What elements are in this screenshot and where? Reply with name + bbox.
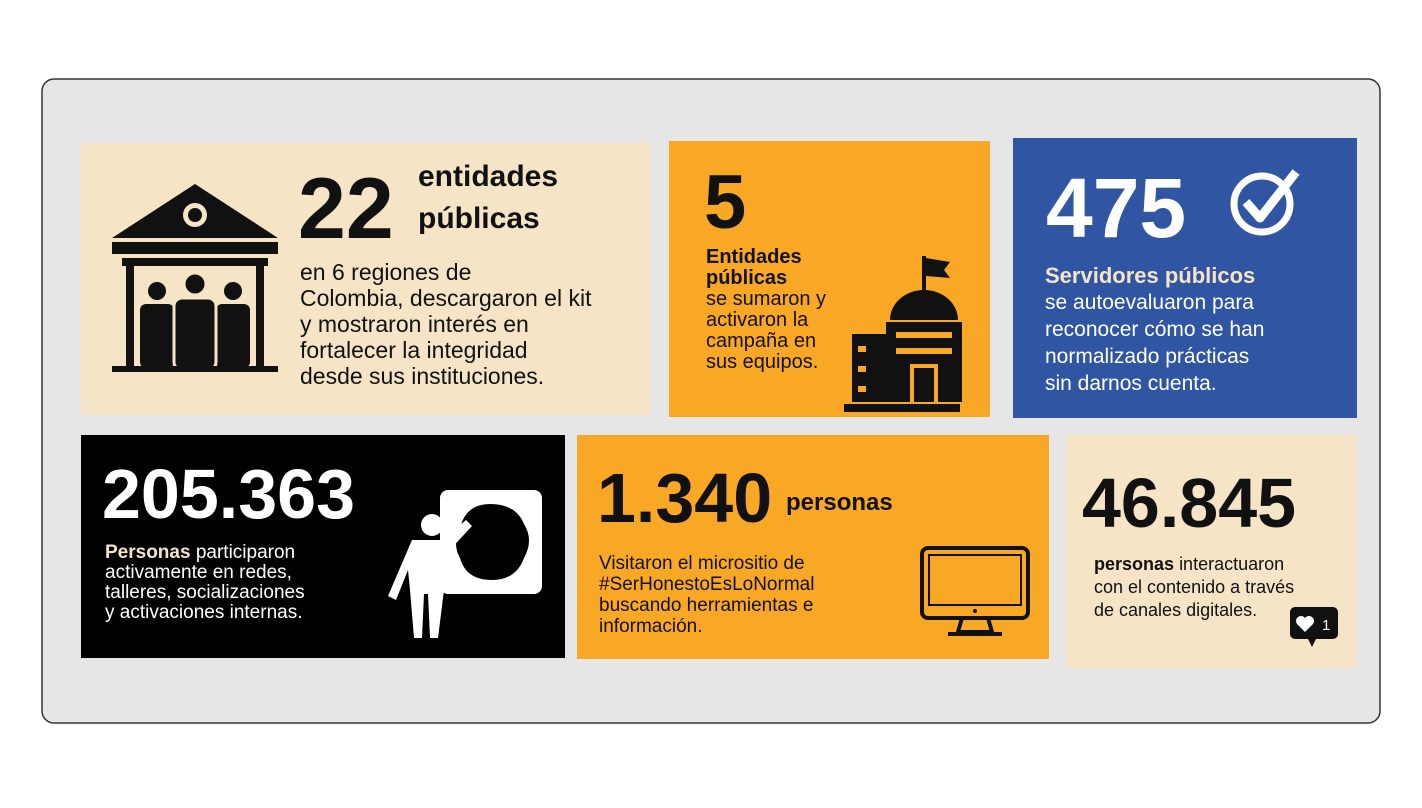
body-line: normalizado prácticas bbox=[1045, 345, 1249, 368]
heading-line: Servidores públicos bbox=[1045, 263, 1255, 288]
body-text: participaron bbox=[196, 542, 295, 563]
stat-unit: entidades bbox=[418, 160, 558, 193]
heading: Personas bbox=[105, 542, 191, 563]
card-body: Visitaron el micrositio de #SerHonestoEs… bbox=[599, 553, 814, 637]
body-line: talleres, socializaciones bbox=[105, 582, 305, 603]
body-line: desde sus instituciones. bbox=[300, 363, 544, 389]
card-interactions: 46.845 personas interactuaron con el con… bbox=[1066, 435, 1357, 668]
like-count: 1 bbox=[1322, 617, 1330, 634]
presenter-icon bbox=[388, 490, 542, 638]
card-body: personas interactuaron con el contenido … bbox=[1094, 554, 1294, 620]
heading-line: públicas bbox=[706, 267, 787, 289]
card-joined: 5 Entidades públicas se sumaron y activa… bbox=[669, 141, 990, 417]
body-line: sus equipos. bbox=[706, 351, 818, 373]
heading: personas bbox=[1094, 554, 1174, 574]
card-bg bbox=[1013, 138, 1357, 418]
stat-unit: públicas bbox=[418, 202, 540, 235]
like-badge: 1 bbox=[1290, 607, 1338, 647]
heading-line: Entidades bbox=[706, 246, 802, 268]
body-line: de canales digitales. bbox=[1094, 600, 1257, 620]
check-icon bbox=[1230, 169, 1300, 236]
body-line: campaña en bbox=[706, 330, 816, 352]
stat-number: 475 bbox=[1046, 161, 1186, 255]
building-icon bbox=[844, 256, 962, 412]
body-line: fortalecer la integridad bbox=[300, 337, 528, 363]
stat-number: 1.340 bbox=[597, 459, 772, 537]
body-line: buscando herramientas e bbox=[599, 595, 813, 616]
card-entities: 22 entidades públicas en 6 regiones de C… bbox=[81, 143, 650, 415]
body-line: en 6 regiones de bbox=[300, 259, 471, 285]
body-line: y activaciones internas. bbox=[105, 602, 303, 623]
body-line: información. bbox=[599, 616, 703, 637]
card-visitors: 1.340 personas Visitaron el micrositio d… bbox=[577, 435, 1049, 659]
body-line: Visitaron el micrositio de bbox=[599, 553, 805, 574]
body-line: reconocer cómo se han bbox=[1045, 318, 1264, 341]
stat-number: 46.845 bbox=[1082, 464, 1296, 542]
body-line: con el contenido a través bbox=[1094, 577, 1294, 597]
stat-number: 5 bbox=[704, 160, 746, 245]
stat-number: 22 bbox=[298, 161, 394, 257]
card-body: Entidades públicas se sumaron y activaro… bbox=[706, 246, 826, 373]
card-participants: 205.363 Personas participaron activament… bbox=[81, 435, 565, 658]
body-line: se sumaron y bbox=[706, 288, 826, 310]
body-line: Personas participaron bbox=[105, 542, 295, 563]
stat-unit: personas bbox=[786, 489, 893, 516]
body-line: y mostraron interés en bbox=[300, 311, 529, 337]
body-line: personas interactuaron bbox=[1094, 554, 1284, 574]
institution-icon bbox=[112, 184, 278, 372]
body-line: activaron la bbox=[706, 309, 809, 331]
card-body: en 6 regiones de Colombia, descargaron e… bbox=[300, 259, 592, 389]
body-line: sin darnos cuenta. bbox=[1045, 372, 1217, 395]
card-servers: 475 Servidores públicos se autoevaluaron… bbox=[1013, 138, 1357, 418]
body-line: Colombia, descargaron el kit bbox=[300, 285, 592, 311]
body-line: #SerHonestoEsLoNormal bbox=[599, 574, 814, 595]
body-line: activamente en redes, bbox=[105, 562, 292, 583]
body-line: se autoevaluaron para bbox=[1045, 291, 1254, 314]
body-text: interactuaron bbox=[1179, 554, 1284, 574]
card-body: Personas participaron activamente en red… bbox=[105, 542, 305, 623]
monitor-icon bbox=[920, 546, 1030, 636]
stat-number: 205.363 bbox=[102, 455, 355, 533]
card-body: se autoevaluaron para reconocer cómo se … bbox=[1045, 291, 1264, 395]
